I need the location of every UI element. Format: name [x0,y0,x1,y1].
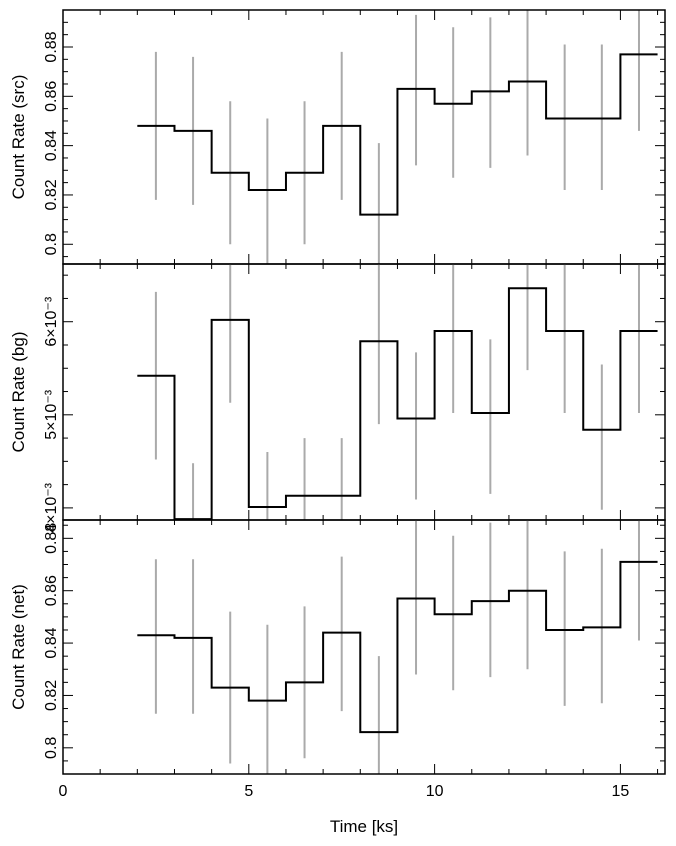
step-line [137,560,658,734]
y-tick-label: 0.86 [43,575,60,606]
y-tick-label: 0.84 [43,627,60,658]
step-line [137,287,658,521]
y-axis-label: Count Rate (bg) [9,332,28,453]
x-tick-label: 0 [59,783,68,800]
y-tick-label: 5×10⁻³ [43,389,60,439]
x-tick-label: 15 [612,783,630,800]
y-tick-label: 0.84 [43,130,60,161]
y-tick-label: 0.88 [43,31,60,62]
y-tick-label: 0.82 [43,179,60,210]
y-tick-label: 0.88 [43,523,60,554]
step-line [137,53,658,216]
panel-frame [62,519,666,775]
panel-frame [62,9,666,265]
y-axis-label: Count Rate (net) [9,584,28,710]
x-tick-label: 5 [244,783,253,800]
x-tick-label: 10 [426,783,444,800]
y-tick-label: 0.8 [43,233,60,255]
y-tick-label: 0.8 [43,737,60,759]
y-tick-label: 0.86 [43,81,60,112]
y-tick-label: 4×10⁻³ [43,482,60,532]
y-tick-label: 0.82 [43,680,60,711]
y-axis-label: Count Rate (src) [9,75,28,200]
y-tick-label: 6×10⁻³ [43,296,60,346]
panel-frame [62,263,666,521]
x-axis-label: Time [ks] [330,817,398,836]
